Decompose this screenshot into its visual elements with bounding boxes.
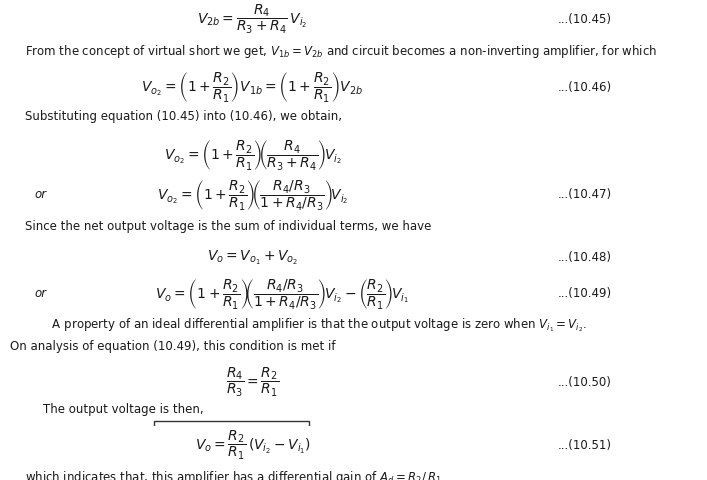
Text: ...(10.47): ...(10.47) bbox=[558, 188, 612, 201]
FancyBboxPatch shape bbox=[154, 421, 310, 468]
Text: or: or bbox=[34, 287, 47, 300]
Text: On analysis of equation (10.49), this condition is met if: On analysis of equation (10.49), this co… bbox=[11, 339, 336, 352]
Text: $V_o = \dfrac{R_2}{R_1}\,(V_{i_2} - V_{i_1})$: $V_o = \dfrac{R_2}{R_1}\,(V_{i_2} - V_{i… bbox=[194, 428, 310, 461]
Text: ...(10.48): ...(10.48) bbox=[558, 251, 612, 264]
Text: ...(10.51): ...(10.51) bbox=[558, 438, 612, 451]
Text: Since the net output voltage is the sum of individual terms, we have: Since the net output voltage is the sum … bbox=[25, 219, 432, 232]
Text: $V_{o_2} = \left(1+\dfrac{R_2}{R_1}\right)\!\!\left(\dfrac{R_4/R_3}{1+R_4/R_3}\r: $V_{o_2} = \left(1+\dfrac{R_2}{R_1}\righ… bbox=[157, 178, 349, 211]
Text: or: or bbox=[34, 188, 47, 201]
Text: ...(10.45): ...(10.45) bbox=[558, 13, 612, 26]
Text: ...(10.46): ...(10.46) bbox=[558, 81, 612, 94]
Text: $\dfrac{R_4}{R_3} = \dfrac{R_2}{R_1}$: $\dfrac{R_4}{R_3} = \dfrac{R_2}{R_1}$ bbox=[226, 365, 279, 398]
Text: A property of an ideal differential amplifier is that the output voltage is zero: A property of an ideal differential ampl… bbox=[37, 316, 588, 334]
Text: Substituting equation (10.45) into (10.46), we obtain,: Substituting equation (10.45) into (10.4… bbox=[25, 110, 342, 123]
Text: From the concept of virtual short we get, $V_{1b} = V_{2b}$ and circuit becomes : From the concept of virtual short we get… bbox=[25, 43, 658, 60]
Text: $V_{2b} = \dfrac{R_4}{R_3 + R_4}\,V_{i_2}$: $V_{2b} = \dfrac{R_4}{R_3 + R_4}\,V_{i_2… bbox=[197, 3, 308, 36]
Text: $V_o = \left(1+\dfrac{R_2}{R_1}\right)\!\!\left(\dfrac{R_4/R_3}{1+R_4/R_3}\right: $V_o = \left(1+\dfrac{R_2}{R_1}\right)\!… bbox=[156, 276, 409, 310]
Text: ...(10.49): ...(10.49) bbox=[558, 287, 612, 300]
Text: $V_o = V_{o_1} + V_{o_2}$: $V_o = V_{o_1} + V_{o_2}$ bbox=[207, 249, 298, 266]
Text: which indicates that, this amplifier has a differential gain of $A_d = R_2/\,R_1: which indicates that, this amplifier has… bbox=[25, 468, 445, 480]
Text: The output voltage is then,: The output voltage is then, bbox=[43, 402, 204, 415]
Text: $V_{o_2} = \left(1+\dfrac{R_2}{R_1}\right)V_{1b} = \left(1+\dfrac{R_2}{R_1}\righ: $V_{o_2} = \left(1+\dfrac{R_2}{R_1}\righ… bbox=[141, 70, 364, 104]
Text: ...(10.50): ...(10.50) bbox=[558, 375, 612, 388]
Text: $V_{o_2} = \left(1+\dfrac{R_2}{R_1}\right)\!\!\left(\dfrac{R_4}{R_3+R_4}\right)\: $V_{o_2} = \left(1+\dfrac{R_2}{R_1}\righ… bbox=[163, 137, 341, 171]
